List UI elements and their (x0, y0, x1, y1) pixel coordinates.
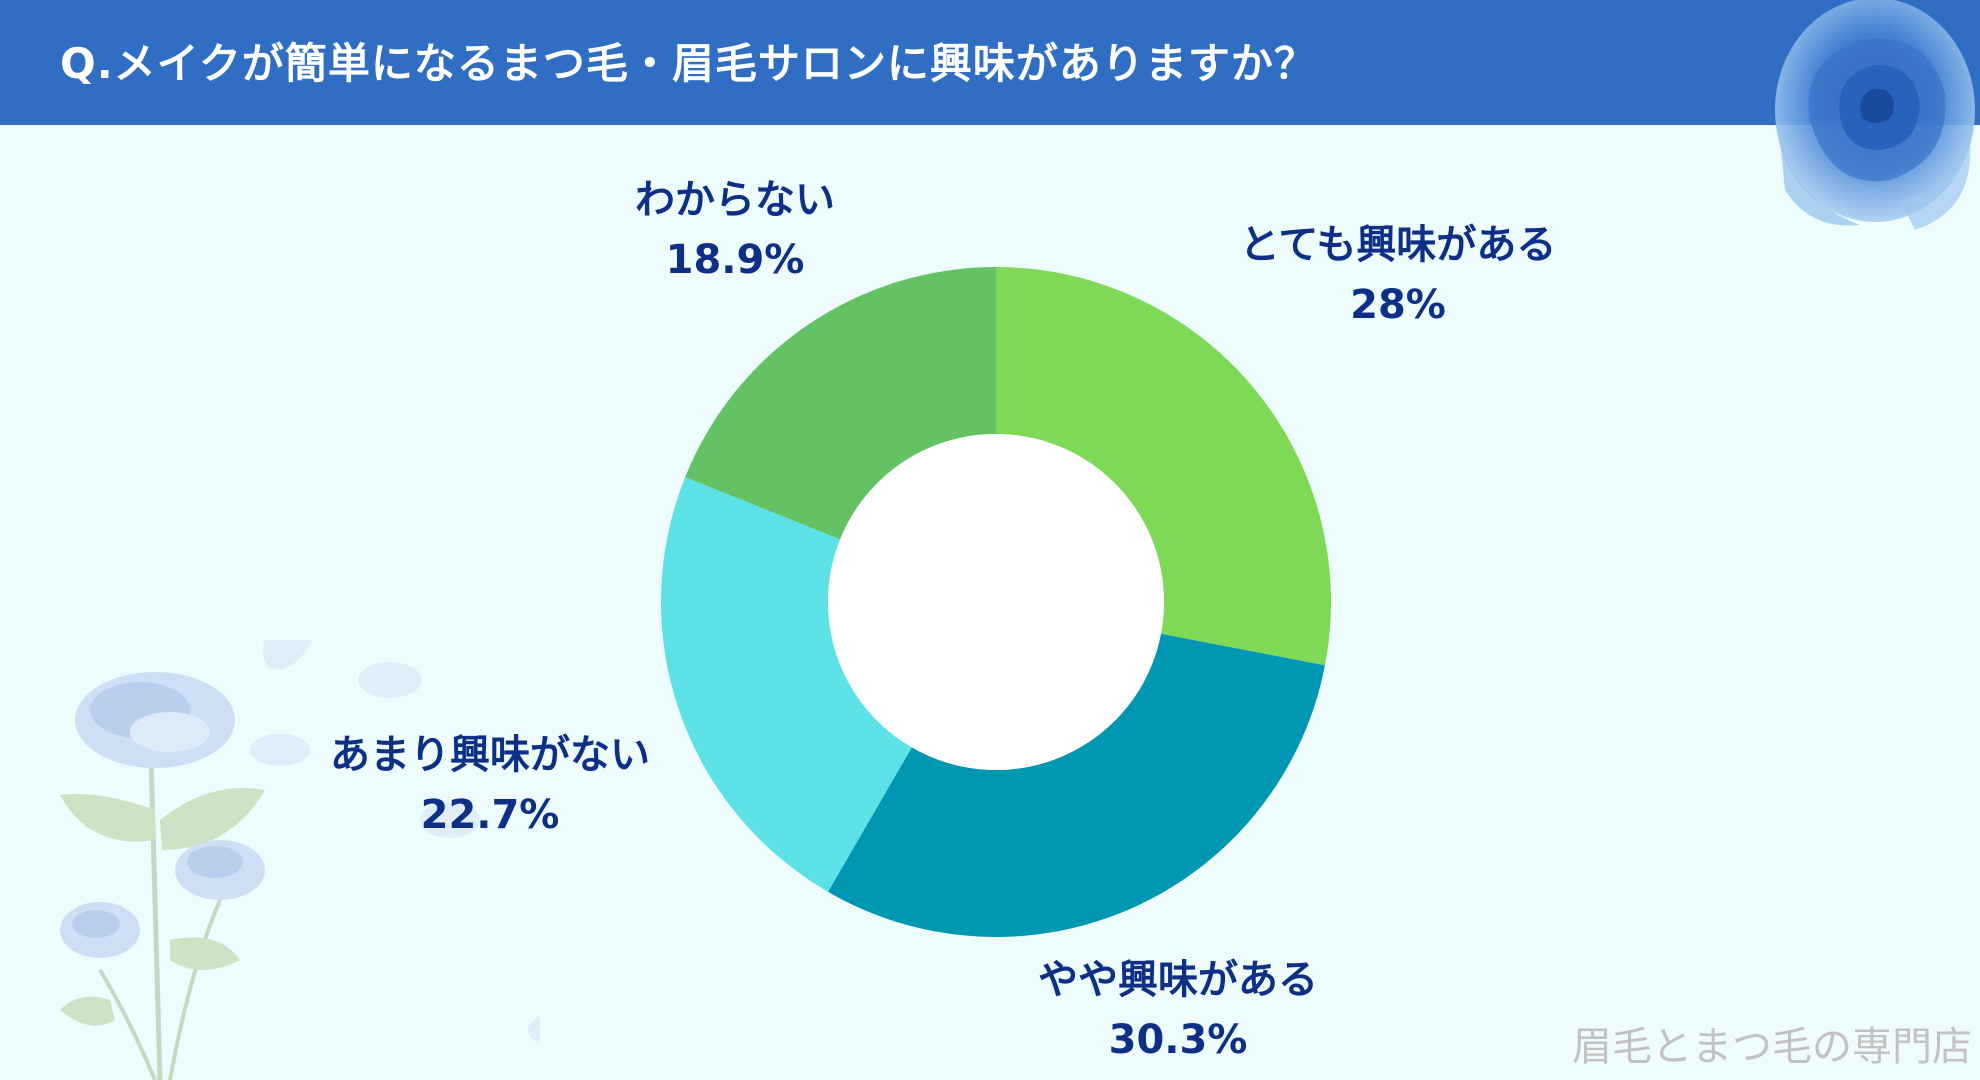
donut-slice-0 (996, 267, 1331, 666)
rose-bouquet-decoration (60, 640, 540, 1080)
donut-slice-3 (685, 267, 996, 540)
slice-category: あまり興味がない (330, 732, 650, 778)
slice-label-not-very-interested: あまり興味がない 22.7% (300, 725, 680, 845)
donut-slice-2 (660, 477, 912, 892)
question-title: Q.メイクが簡単になるまつ毛・眉毛サロンに興味がありますか？ (60, 39, 1317, 88)
slice-percent: 30.3% (1108, 1017, 1248, 1063)
slice-percent: 18.9% (665, 237, 805, 283)
header-bar: Q.メイクが簡単になるまつ毛・眉毛サロンに興味がありますか？ (0, 0, 1980, 125)
slice-category: わからない (635, 177, 835, 223)
slice-percent: 28% (1350, 282, 1446, 328)
slice-category: やや興味がある (1038, 957, 1318, 1003)
rose-corner-decoration (1775, 0, 1975, 230)
donut-hole (828, 434, 1164, 770)
slice-label-very-interested: とても興味がある 28% (1218, 215, 1578, 335)
donut-slice-1 (828, 633, 1325, 938)
slice-label-dont-know: わからない 18.9% (585, 170, 885, 290)
slice-category: とても興味がある (1239, 222, 1557, 268)
brand-watermark: 眉毛とまつ毛の専門店 (1572, 1024, 1972, 1070)
slice-label-somewhat-interested: やや興味がある 30.3% (1018, 950, 1338, 1070)
slice-percent: 22.7% (420, 792, 560, 838)
